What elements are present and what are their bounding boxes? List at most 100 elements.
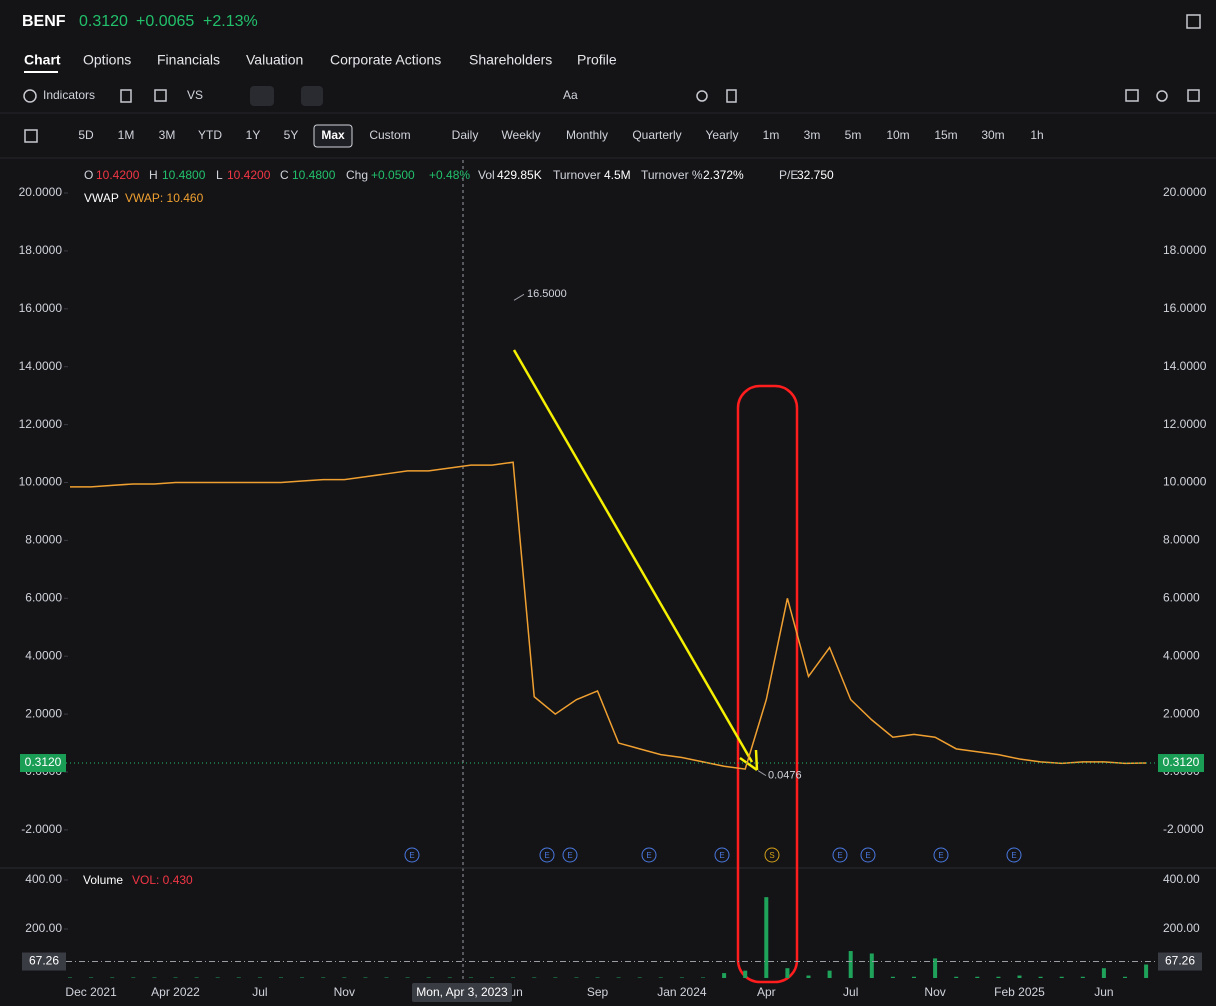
layout-icon[interactable] <box>24 129 38 143</box>
range-button[interactable]: 5D <box>78 128 94 142</box>
expand-button[interactable] <box>1186 14 1201 29</box>
tab[interactable]: Shareholders <box>469 52 552 68</box>
event-label: E <box>719 851 724 860</box>
compare-button[interactable]: VS <box>187 88 203 102</box>
y-tick-label-right: -2.0000 <box>1163 822 1204 836</box>
indicators-icon[interactable] <box>23 89 37 103</box>
volume-bar <box>384 977 389 979</box>
volume-bar <box>405 977 410 979</box>
event-marker[interactable] <box>832 847 848 863</box>
tab[interactable]: Corporate Actions <box>330 52 441 68</box>
interval-button[interactable]: 10m <box>886 128 909 142</box>
x-tick-label: Apr <box>757 985 776 999</box>
volume-bar <box>637 977 642 979</box>
eye-icon[interactable] <box>696 90 708 102</box>
volume-bar <box>1080 976 1085 978</box>
y-tick-label-right: 200.00 <box>1163 921 1200 935</box>
event-marker[interactable] <box>641 847 657 863</box>
volume-bar <box>679 977 684 979</box>
range-button[interactable]: YTD <box>198 128 222 142</box>
fullscreen-icon[interactable] <box>1187 89 1200 102</box>
cursor-tool[interactable] <box>301 86 323 106</box>
y-tick-label-right: 400.00 <box>1163 872 1200 886</box>
interval-button[interactable]: Yearly <box>706 128 739 142</box>
volume-title: Volume <box>83 873 123 887</box>
camera-icon[interactable] <box>1125 89 1139 102</box>
event-marker[interactable] <box>764 847 780 863</box>
range-button[interactable]: Max <box>321 128 345 142</box>
interval-button[interactable]: 1m <box>763 128 780 142</box>
draw-active[interactable] <box>250 86 274 106</box>
event-label: E <box>544 851 549 860</box>
quote-value: 10.4200 <box>96 168 140 182</box>
tab[interactable]: Chart <box>24 52 61 68</box>
volume-bar <box>342 977 347 979</box>
arrow-head <box>739 749 759 772</box>
range-button[interactable]: 1M <box>118 128 135 142</box>
quote-value: 10.4200 <box>227 168 271 182</box>
volume-bar <box>996 976 1001 978</box>
volume-bar <box>279 977 283 979</box>
volume-bar <box>1059 976 1064 978</box>
range-button[interactable]: 3M <box>159 128 176 142</box>
volume-bar <box>658 977 663 979</box>
interval-button[interactable]: 15m <box>934 128 957 142</box>
interval-button[interactable]: Quarterly <box>632 128 681 142</box>
volume-bar <box>426 977 431 979</box>
x-tick-label: Feb 2025 <box>994 985 1045 999</box>
volume-bar <box>1017 975 1022 978</box>
text-tool[interactable]: Aa <box>563 88 578 102</box>
tab[interactable]: Financials <box>157 52 220 68</box>
quote-value: 32.750 <box>797 168 834 182</box>
quote-label: O <box>84 168 93 182</box>
quote-label: C <box>280 168 289 182</box>
tab[interactable]: Profile <box>577 52 617 68</box>
price: 0.3120 <box>79 13 128 30</box>
volume-bar <box>68 977 72 979</box>
range-button[interactable]: 1Y <box>246 128 261 142</box>
event-marker[interactable] <box>539 847 555 863</box>
event-marker[interactable] <box>562 847 578 863</box>
interval-button[interactable]: 5m <box>845 128 862 142</box>
y-tick-label-right: 18.0000 <box>1163 243 1207 257</box>
volume-bar <box>975 976 980 978</box>
event-marker[interactable] <box>714 847 730 863</box>
x-tick-label: Nov <box>924 985 945 999</box>
quote-label: Vol <box>478 168 495 182</box>
range-button[interactable]: Custom <box>369 128 410 142</box>
interval-button[interactable]: Daily <box>452 128 479 142</box>
volume-bar <box>785 968 790 978</box>
interval-button[interactable]: Weekly <box>501 128 540 142</box>
vwap-value: VWAP: 10.460 <box>125 191 204 205</box>
tab[interactable]: Options <box>83 52 131 68</box>
change-percent: +2.13% <box>203 13 258 30</box>
interval-button[interactable]: 3m <box>804 128 821 142</box>
x-tick-label: Jul <box>252 985 267 999</box>
range-button[interactable]: 5Y <box>284 128 299 142</box>
interval-button[interactable]: Monthly <box>566 128 608 142</box>
settings-icon[interactable] <box>1156 90 1168 102</box>
interval-button[interactable]: 30m <box>981 128 1004 142</box>
event-marker[interactable] <box>860 847 876 863</box>
crosshair-date-box <box>412 983 512 1002</box>
interval-button[interactable]: 1h <box>1030 128 1043 142</box>
event-label: E <box>837 851 842 860</box>
y-tick-label-right: 12.0000 <box>1163 417 1207 431</box>
quote-label: Chg <box>346 168 368 182</box>
tab[interactable]: Valuation <box>246 52 303 68</box>
bar-icon[interactable] <box>154 89 167 102</box>
y-tick-label: 20.0000 <box>19 185 63 199</box>
trash-icon[interactable] <box>726 89 737 103</box>
volume-bar <box>131 977 136 979</box>
y-tick-label: 12.0000 <box>19 417 63 431</box>
event-marker[interactable] <box>933 847 949 863</box>
indicators-button[interactable]: Indicators <box>43 88 95 102</box>
event-marker[interactable] <box>1006 847 1022 863</box>
quote-label: L <box>216 168 223 182</box>
x-tick-label: Nov <box>334 985 355 999</box>
event-marker[interactable] <box>404 847 420 863</box>
volume-bar <box>490 977 494 979</box>
quote-value: 2.372% <box>703 168 744 182</box>
candle-icon[interactable] <box>120 89 132 103</box>
volume-bar <box>954 976 959 978</box>
